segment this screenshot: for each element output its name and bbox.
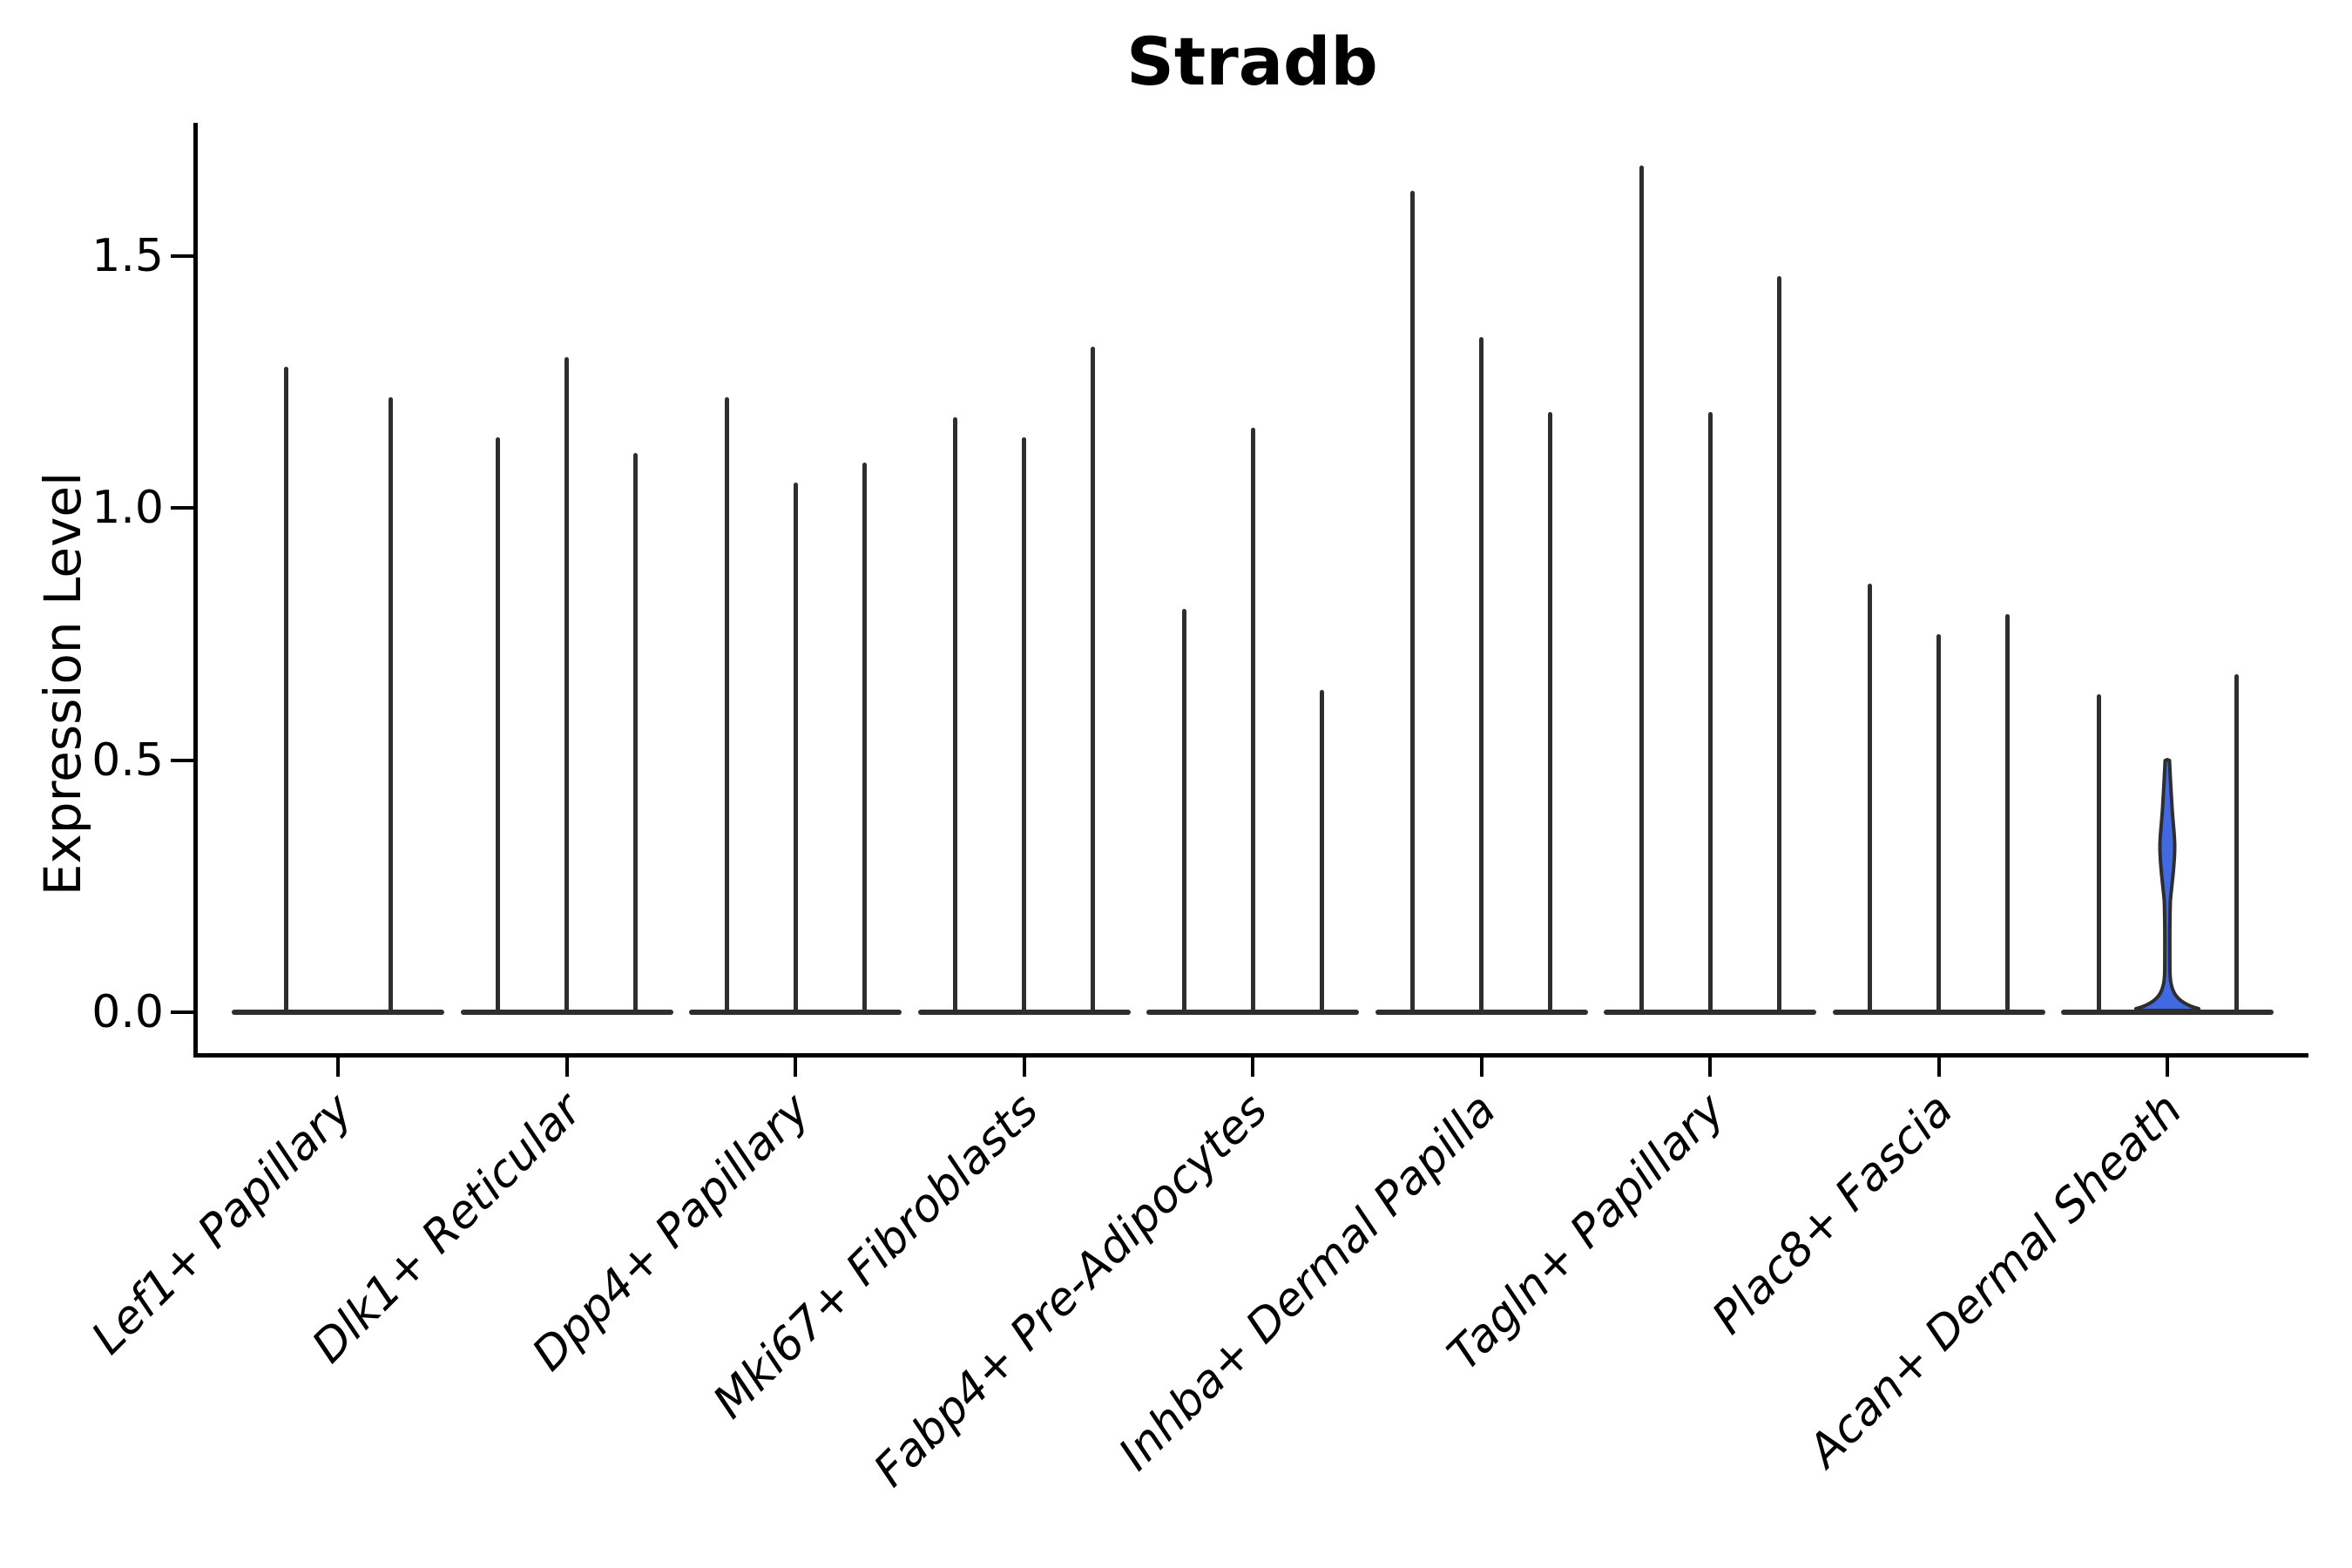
chart-title: Stradb: [1126, 23, 1378, 100]
y-tick-label: 1.5: [91, 229, 164, 282]
y-axis-spine: [193, 123, 198, 1057]
x-axis-category-label-text: Plac8+ Fascia: [1702, 1084, 1963, 1345]
x-tick-mark: [564, 1054, 569, 1077]
y-tick-label: 1.0: [91, 482, 164, 535]
x-axis-category-label-text: Fabp4+ Pre-Adipocytes: [863, 1084, 1278, 1497]
violin-spike: [496, 437, 500, 1015]
y-axis-label: Expression Level: [33, 471, 92, 896]
violin-spike: [564, 356, 569, 1015]
violin-spike: [953, 417, 957, 1015]
y-tick-mark: [171, 1010, 195, 1014]
x-axis-category-label-text: Inhba+ Dermal Papilla: [1109, 1084, 1506, 1481]
violin-spike: [724, 396, 729, 1015]
x-axis-category-label-text: Acan+ Dermal Sheath: [1798, 1084, 2193, 1477]
violin-spike: [1479, 336, 1484, 1015]
x-tick-mark: [794, 1054, 797, 1077]
violin-spike: [1410, 190, 1415, 1015]
violin-spike: [2005, 613, 2010, 1015]
violin-spike: [1776, 276, 1781, 1015]
y-tick-mark: [171, 758, 195, 762]
violin-spike: [862, 463, 867, 1015]
violin-spike: [1022, 437, 1026, 1015]
x-tick-mark: [1708, 1054, 1712, 1077]
violin-spike: [1707, 412, 1713, 1015]
y-tick-mark: [171, 506, 195, 510]
violin-spike: [1868, 584, 1872, 1015]
violin-spike: [1319, 689, 1324, 1015]
x-tick-mark: [2166, 1054, 2169, 1077]
violin-spike: [1548, 412, 1552, 1015]
x-tick-mark: [1479, 1054, 1484, 1077]
violin-spike: [1639, 165, 1644, 1015]
violin-spike: [283, 367, 288, 1015]
violin-baseline: [2061, 1010, 2274, 1015]
violin-spike: [1936, 633, 1941, 1015]
highlighted-violin-shape: [2134, 757, 2200, 1012]
violin-baseline: [232, 1010, 444, 1015]
y-tick-label: 0.5: [91, 733, 164, 787]
x-tick-mark: [1936, 1054, 1941, 1077]
violin-spike: [633, 452, 638, 1015]
violin-spike: [388, 396, 393, 1015]
y-tick-mark: [171, 253, 195, 258]
violin-spike: [1091, 347, 1095, 1015]
highlighted-violin-acan-dermal-sheath: [2134, 757, 2200, 1012]
violin-spike: [793, 483, 798, 1015]
x-tick-mark: [1251, 1054, 1254, 1077]
violin-spike: [1250, 427, 1255, 1015]
violin-spike: [1181, 609, 1186, 1015]
y-tick-label: 0.0: [91, 986, 164, 1038]
x-tick-mark: [1022, 1054, 1026, 1077]
violin-spike: [2234, 674, 2239, 1015]
violin-spike: [2096, 694, 2101, 1015]
x-tick-mark: [336, 1054, 340, 1077]
